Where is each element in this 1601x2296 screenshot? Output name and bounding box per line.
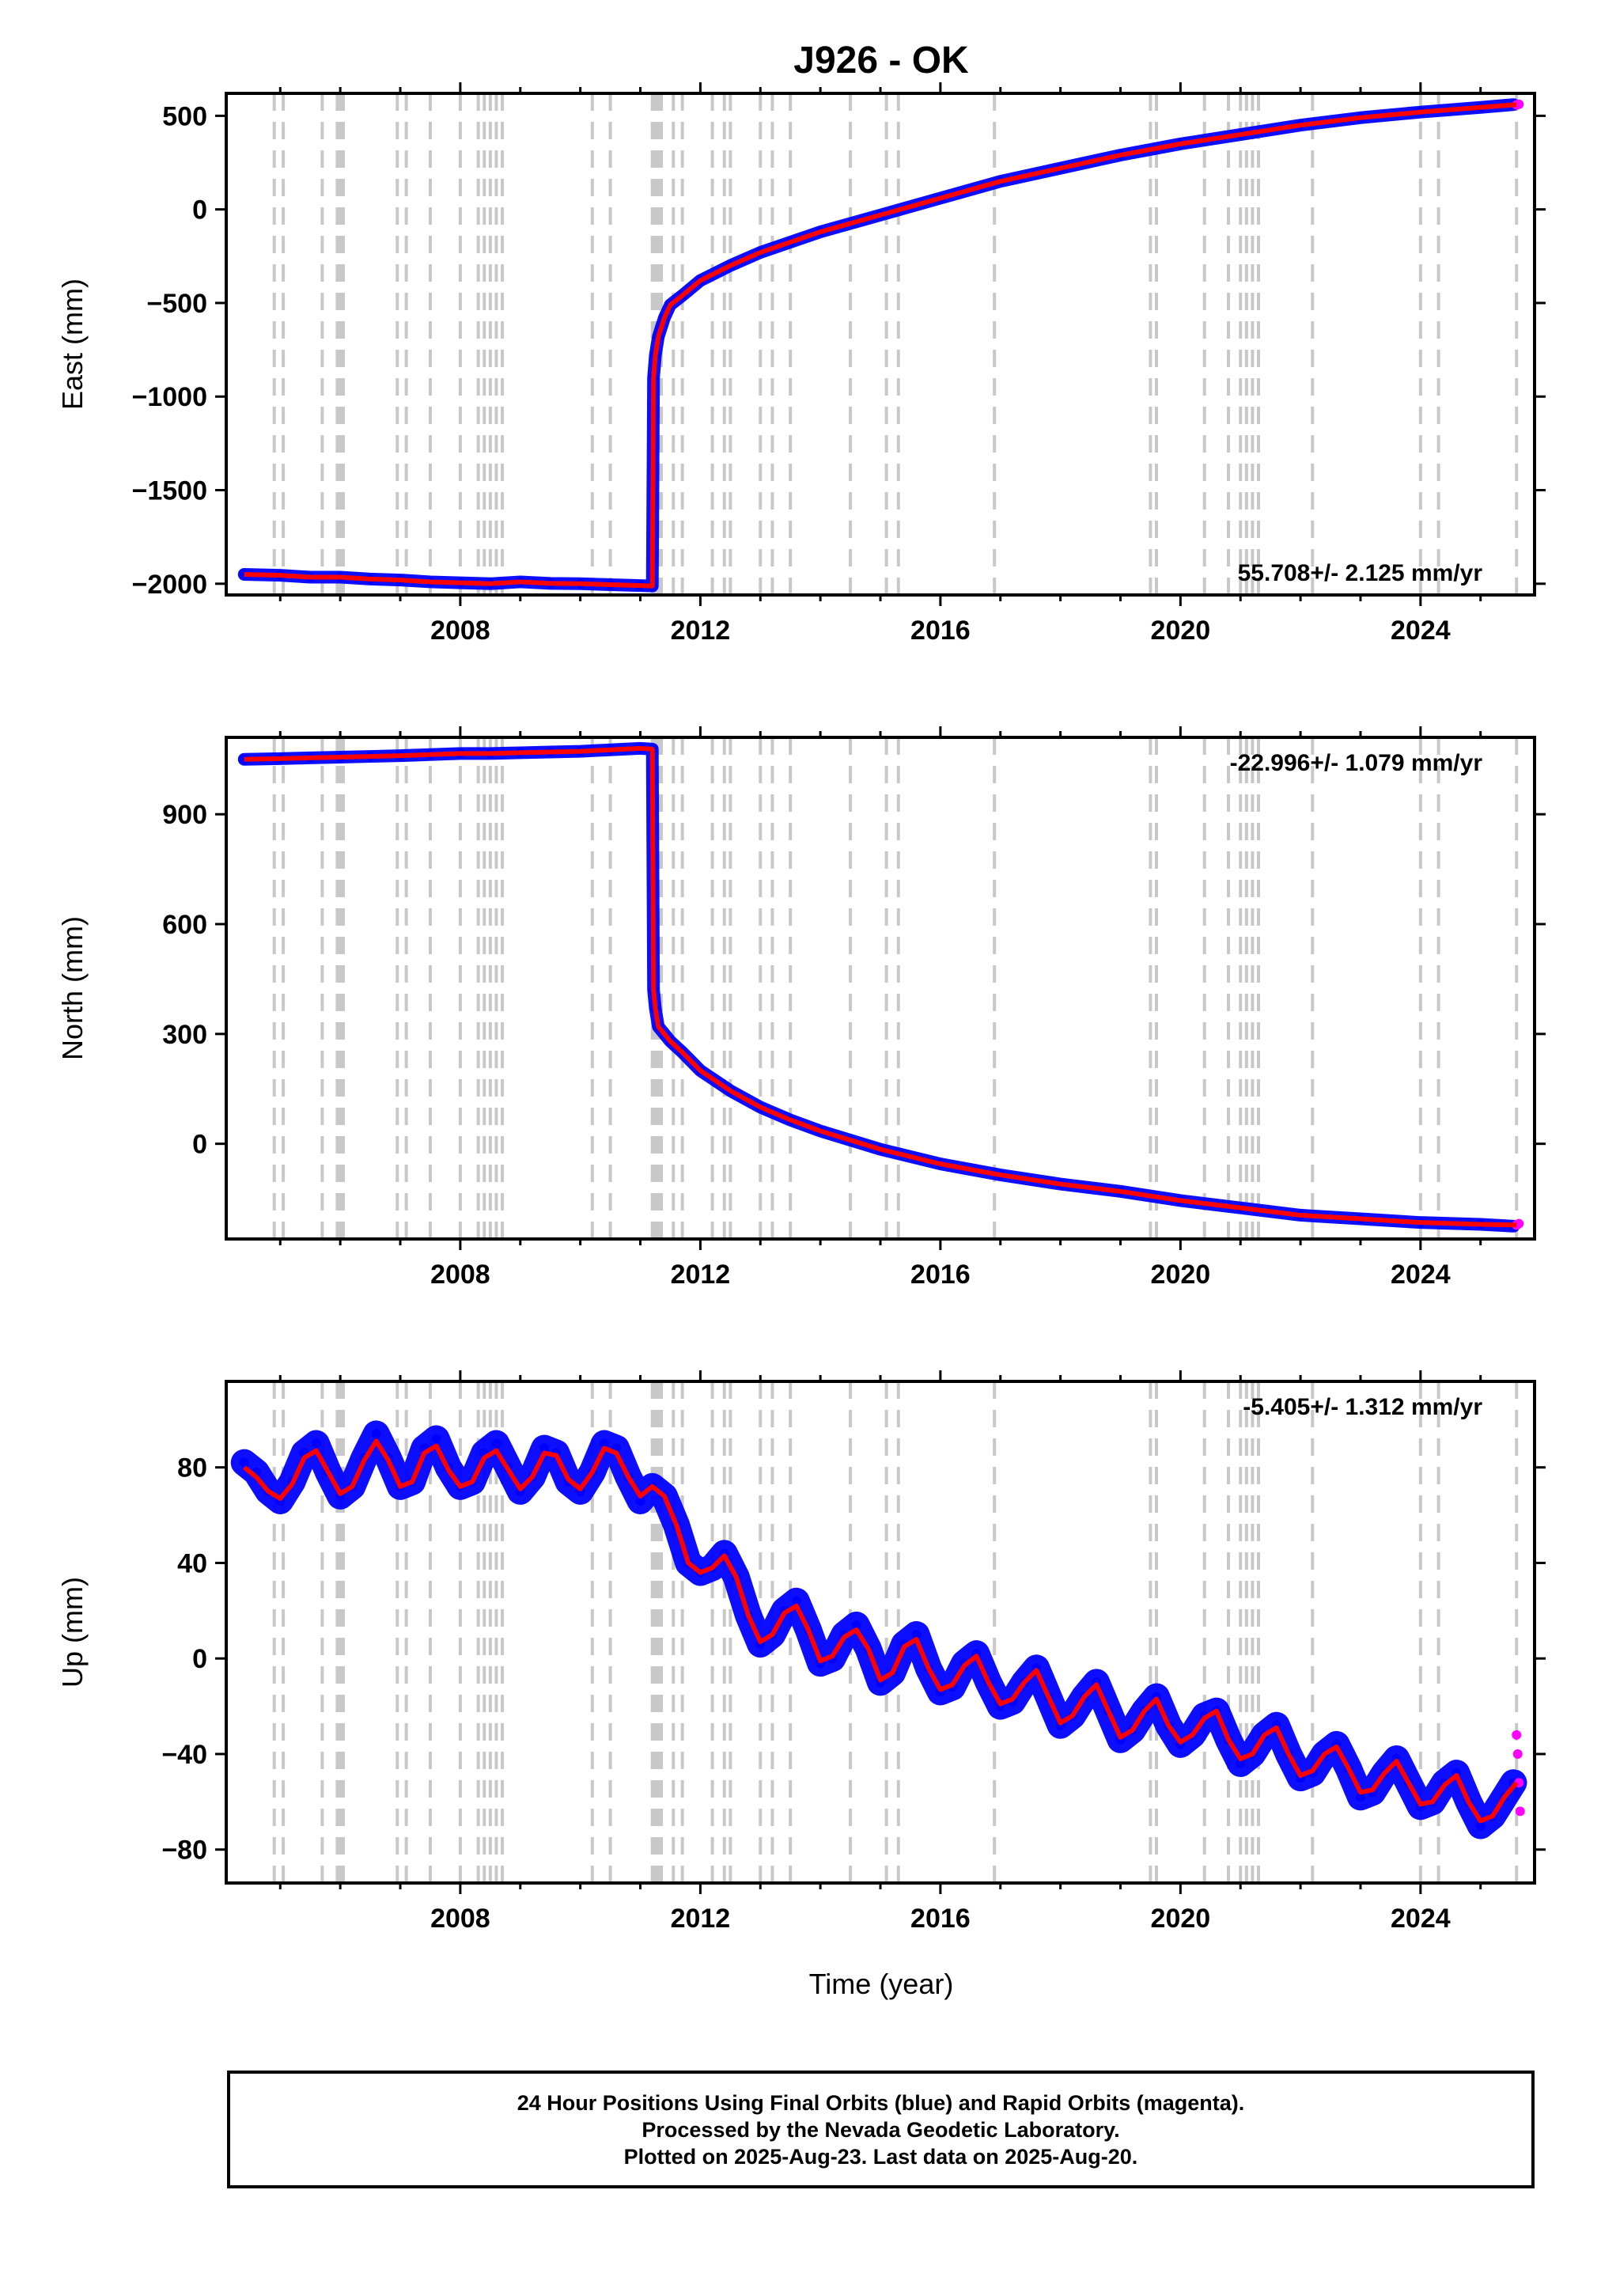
plot-frame	[225, 92, 1536, 597]
east-panel: 2008 2012 2016 2020 2024 −2000 −1500 −1000 −500 0…	[56, 82, 1546, 646]
x-tick-label: 2016	[910, 1904, 971, 1934]
y-tick-label: 0	[192, 1130, 207, 1160]
x-tick-label: 2024	[1391, 616, 1451, 646]
final-orbit-point	[1355, 1792, 1365, 1802]
y-axis-label: North (mm)	[56, 916, 89, 1060]
y-tick-label: −80	[161, 1836, 207, 1866]
caption-line-2: Processed by the Nevada Geodetic Laborat…	[642, 2117, 1120, 2142]
y-tick-label: −1000	[132, 382, 208, 412]
y-tick-label: 80	[177, 1453, 207, 1483]
y-axis-label: Up (mm)	[56, 1577, 89, 1688]
final-orbits-band	[237, 741, 1520, 1233]
final-orbit-point	[371, 1429, 381, 1439]
rapid-orbit-point	[1514, 1218, 1524, 1229]
model-fit-line	[242, 1438, 1519, 1824]
x-tick-label: 2008	[430, 1260, 490, 1290]
north-panel: 2008 2012 2016 2020 2024 0 300 600 900 North (mm)…	[56, 726, 1546, 1290]
rapid-orbit-point	[1512, 1749, 1523, 1759]
y-tick-label: 0	[192, 195, 207, 225]
x-tick-label: 2020	[1151, 1904, 1211, 1934]
rapid-orbit-point	[1515, 1806, 1525, 1817]
rate-label: -5.405+/- 1.312 mm/yr	[1243, 1394, 1482, 1420]
final-orbit-point	[431, 1434, 441, 1444]
rapid-orbit-point	[1512, 1730, 1522, 1740]
final-orbit-point	[791, 1596, 801, 1606]
rate-label: -22.996+/- 1.079 mm/yr	[1230, 750, 1483, 776]
y-tick-label: 0	[192, 1644, 207, 1674]
final-orbit-point	[1475, 1821, 1486, 1831]
y-tick-label: −40	[161, 1740, 207, 1770]
y-tick-label: −2000	[132, 570, 208, 600]
x-tick-label: 2008	[430, 1904, 490, 1934]
caption-line-1: 24 Hour Positions Using Final Orbits (bl…	[517, 2090, 1245, 2115]
y-tick-label: −1500	[132, 476, 208, 506]
final-orbit-point	[311, 1438, 321, 1449]
x-axis-label: Time (year)	[809, 1968, 954, 2000]
x-tick-label: 2020	[1151, 616, 1211, 646]
y-tick-label: −500	[146, 289, 207, 319]
x-tick-label: 2016	[910, 1260, 971, 1290]
final-orbits-band	[237, 98, 1520, 593]
final-orbit-point	[635, 1495, 645, 1506]
y-tick-label: 600	[162, 910, 207, 940]
x-tick-label: 2016	[910, 616, 971, 646]
y-tick-label: 500	[162, 101, 207, 131]
y-tick-label: 300	[162, 1020, 207, 1050]
plot-frame	[225, 736, 1536, 1241]
x-tick-label: 2012	[671, 616, 731, 646]
up-panel: 2008 2012 2016 2020 2024 −80 −40 0 40 80 Up (mm) -5…	[56, 1370, 1546, 1934]
x-tick-label: 2012	[671, 1904, 731, 1934]
final-orbit-point	[539, 1443, 550, 1453]
final-orbits-band	[230, 1420, 1527, 1839]
caption-box: 24 Hour Positions Using Final Orbits (bl…	[227, 2071, 1535, 2188]
x-tick-label: 2024	[1391, 1260, 1451, 1290]
final-orbit-point	[851, 1620, 861, 1630]
final-orbit-point	[491, 1438, 501, 1449]
final-orbit-point	[911, 1630, 922, 1640]
x-tick-label: 2020	[1151, 1260, 1211, 1290]
model-fit-line	[244, 102, 1517, 589]
x-tick-label: 2024	[1391, 1904, 1451, 1934]
y-tick-label: 40	[177, 1548, 207, 1578]
x-tick-label: 2008	[430, 616, 490, 646]
figure-title: J926 - OK	[793, 40, 969, 81]
x-tick-label: 2012	[671, 1260, 731, 1290]
caption-line-3: Plotted on 2025-Aug-23. Last data on 202…	[623, 2144, 1138, 2169]
rate-label: 55.708+/- 2.125 mm/yr	[1238, 560, 1483, 586]
final-orbit-point	[239, 1457, 249, 1468]
final-orbit-point	[599, 1438, 609, 1449]
model-fit-line	[244, 745, 1517, 1228]
y-tick-label: 900	[162, 800, 207, 830]
y-axis-label: East (mm)	[56, 278, 89, 410]
final-orbit-point	[1236, 1759, 1246, 1769]
